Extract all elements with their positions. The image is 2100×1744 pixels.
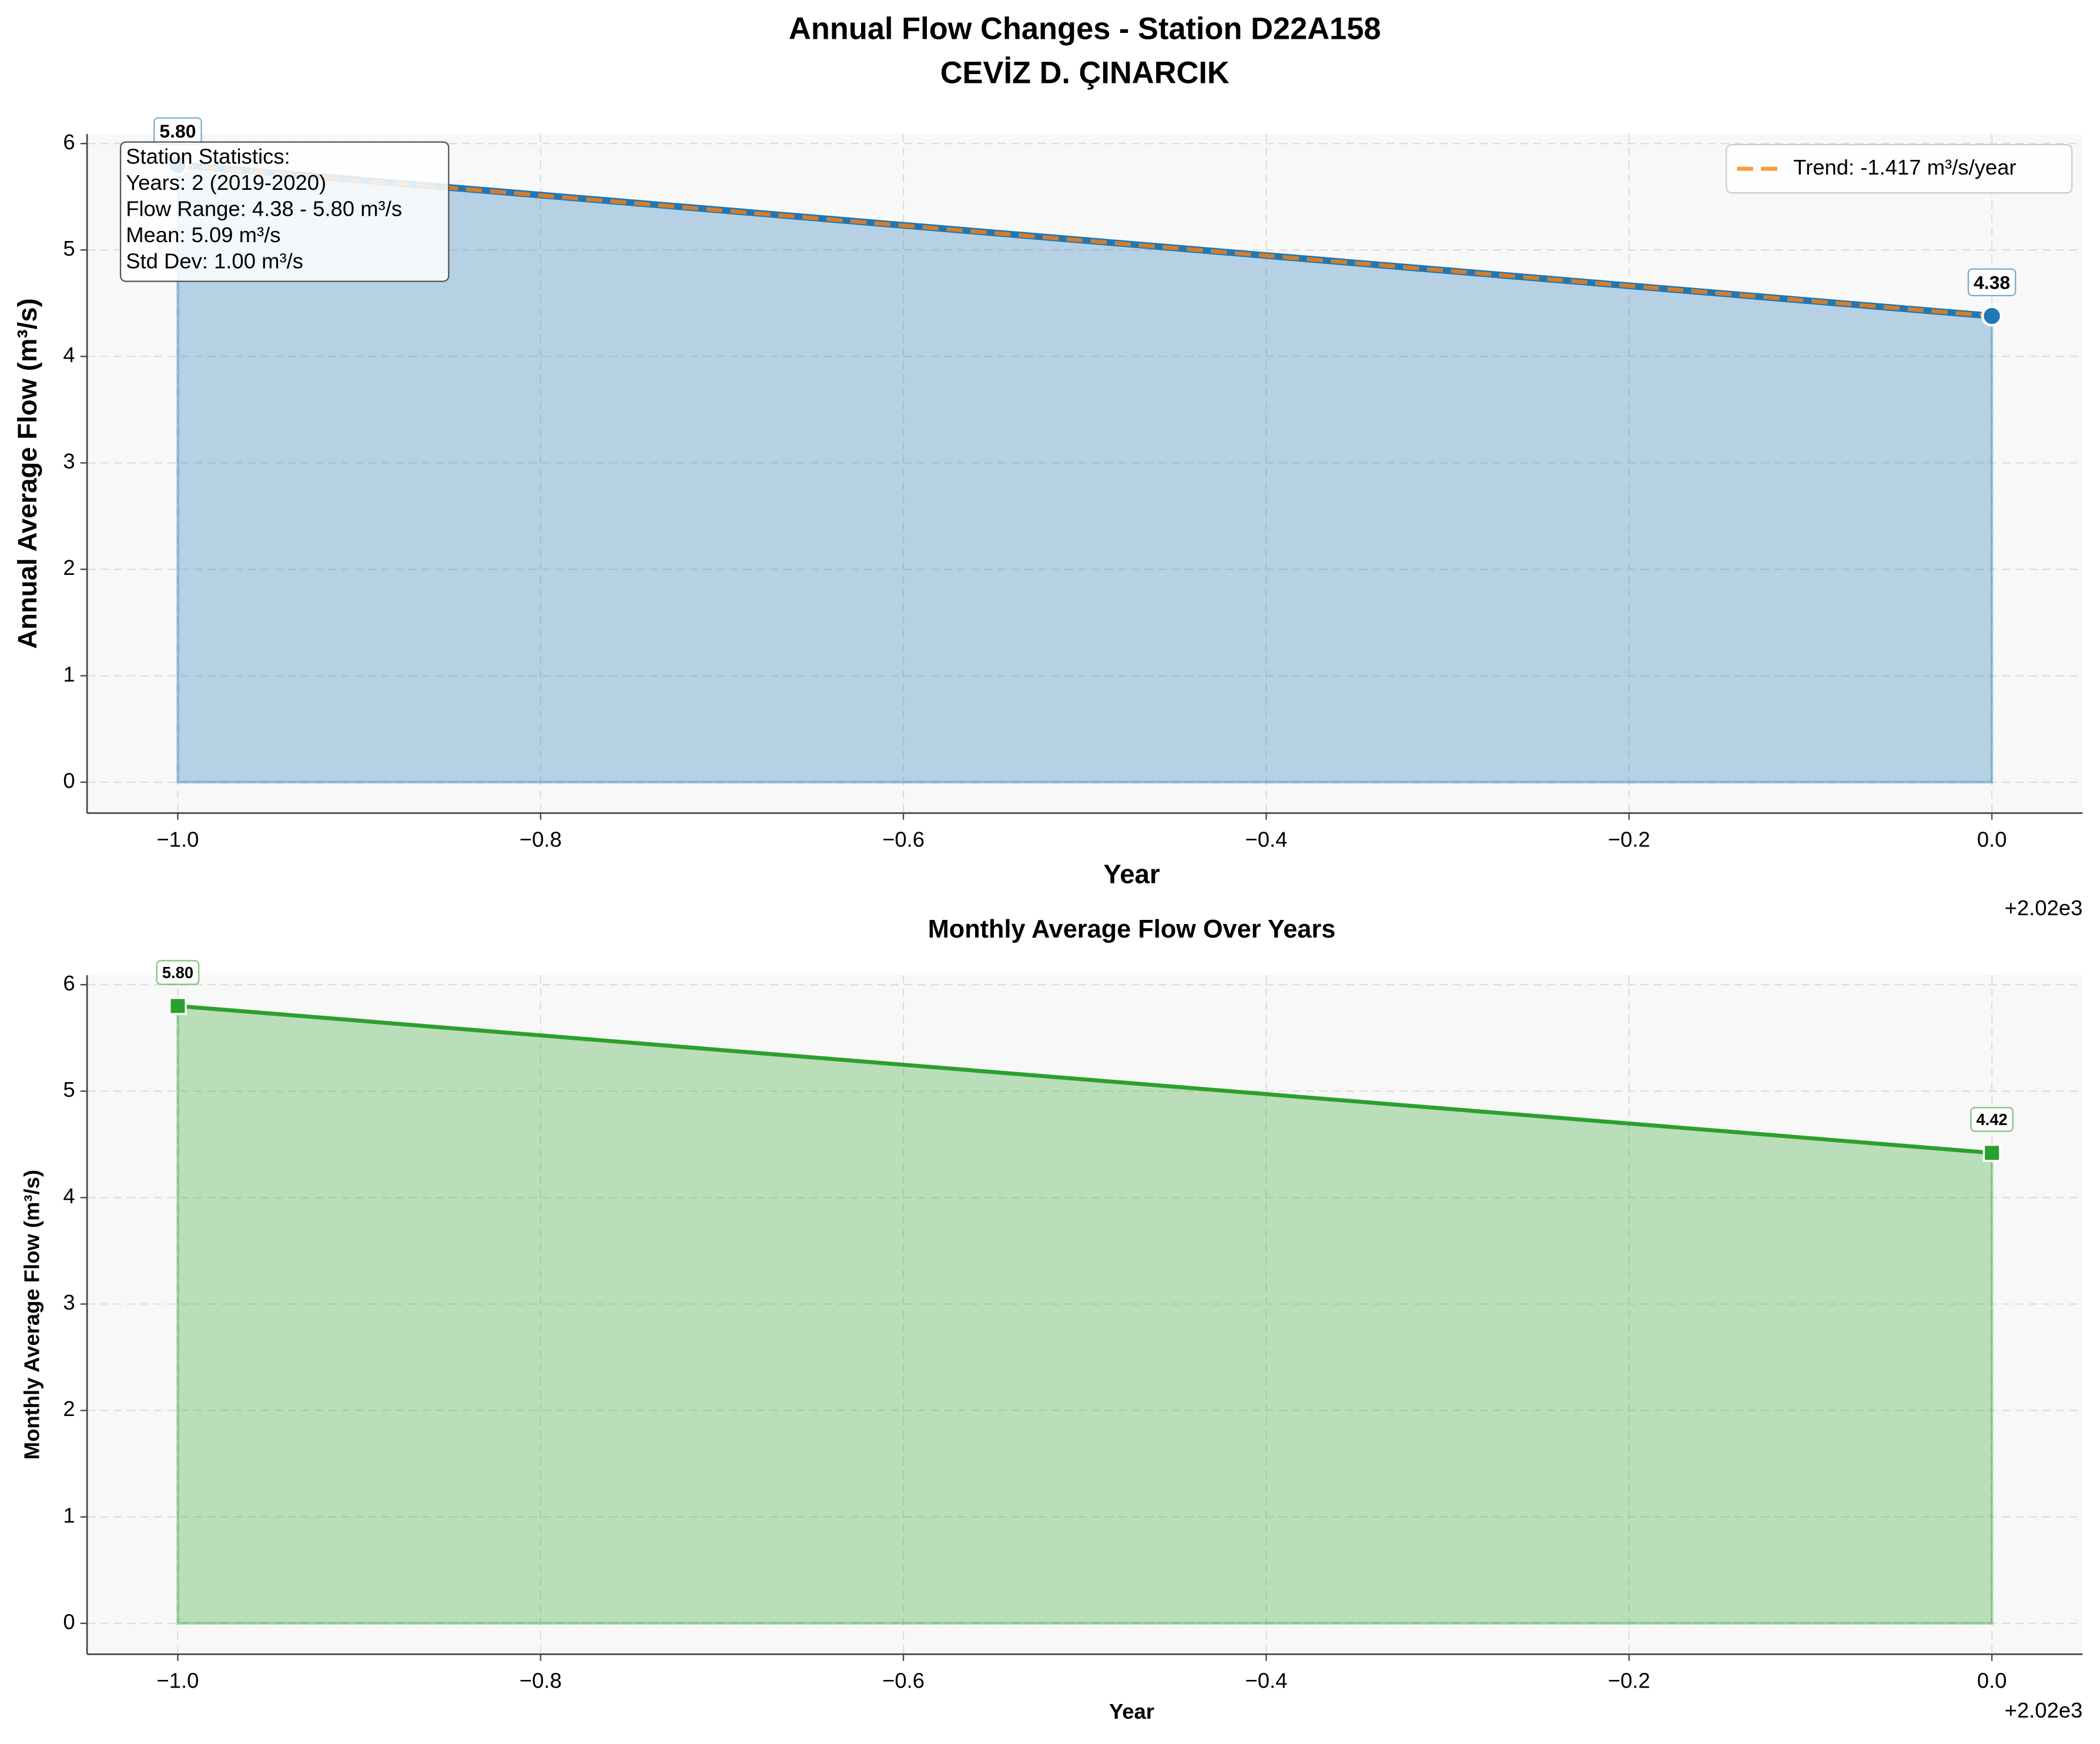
x-tick-label: −0.8 bbox=[520, 828, 562, 852]
x-axis-label: Year bbox=[1103, 859, 1160, 889]
x-axis-label: Year bbox=[1109, 1699, 1154, 1723]
value-label: 5.80 bbox=[159, 120, 196, 142]
x-tick-label: −0.4 bbox=[1245, 828, 1287, 852]
marker bbox=[1981, 305, 2003, 327]
x-tick-label: 0.0 bbox=[1977, 1669, 2007, 1693]
x-tick-label: −0.4 bbox=[1245, 1669, 1287, 1693]
x-offset-label: +2.02e3 bbox=[2005, 1698, 2083, 1722]
y-tick-label: 3 bbox=[63, 1290, 75, 1314]
chart-title: Monthly Average Flow Over Years bbox=[928, 915, 1336, 943]
marker bbox=[169, 997, 187, 1015]
value-label-box bbox=[1970, 1107, 2014, 1132]
figure-title: Annual Flow Changes - Station D22A158 bbox=[789, 12, 1381, 46]
y-tick-label: 6 bbox=[63, 971, 75, 995]
y-tick-label: 4 bbox=[63, 1184, 75, 1208]
y-tick-label: 1 bbox=[63, 662, 75, 686]
y-tick-label: 0 bbox=[63, 1609, 75, 1633]
plot-background bbox=[87, 975, 2083, 1655]
stats-text: Years: 2 (2019-2020) bbox=[126, 170, 326, 195]
value-label: 4.42 bbox=[1976, 1110, 2007, 1129]
legend-label: Trend: -1.417 m³/s/year bbox=[1793, 155, 2016, 179]
x-tick-label: −0.2 bbox=[1608, 1669, 1650, 1693]
x-offset-label: +2.02e3 bbox=[2005, 896, 2083, 920]
y-tick-label: 5 bbox=[63, 1077, 75, 1102]
x-tick-label: 0.0 bbox=[1977, 828, 2007, 852]
y-tick-label: 2 bbox=[63, 1397, 75, 1421]
y-tick-label: 4 bbox=[63, 343, 75, 367]
value-label: 4.38 bbox=[1974, 272, 2010, 293]
x-tick-label: −1.0 bbox=[156, 828, 199, 852]
legend-box bbox=[1726, 144, 2073, 194]
y-tick-label: 5 bbox=[63, 236, 75, 260]
line bbox=[177, 1004, 1992, 1155]
x-tick-label: −1.0 bbox=[156, 1669, 199, 1693]
stats-text: Flow Range: 4.38 - 5.80 m³/s bbox=[126, 196, 402, 220]
figure-subtitle: CEVİZ D. ÇINARCIK bbox=[940, 56, 1230, 91]
marker bbox=[1982, 1143, 2001, 1162]
x-tick-label: −0.6 bbox=[882, 1669, 925, 1693]
stats-box bbox=[119, 141, 450, 282]
trend-line bbox=[177, 163, 1992, 318]
x-tick-label: −0.8 bbox=[520, 1669, 562, 1693]
y-axis-label: Monthly Average Flow (m³/s) bbox=[20, 1170, 44, 1460]
stats-text: Std Dev: 1.00 m³/s bbox=[126, 249, 303, 273]
y-tick-label: 1 bbox=[63, 1503, 75, 1527]
y-tick-label: 3 bbox=[63, 449, 75, 473]
x-tick-label: −0.2 bbox=[1608, 828, 1650, 852]
value-label-box bbox=[1967, 268, 2017, 297]
value-label: 5.80 bbox=[162, 963, 193, 982]
stats-text: Mean: 5.09 m³/s bbox=[126, 223, 280, 247]
y-axis-label: Annual Average Flow (m³/s) bbox=[12, 298, 42, 649]
value-label-box bbox=[156, 960, 200, 985]
y-tick-label: 0 bbox=[63, 768, 75, 792]
y-tick-label: 6 bbox=[63, 130, 75, 154]
stats-text: Station Statistics: bbox=[126, 145, 290, 169]
x-tick-label: −0.6 bbox=[882, 828, 925, 852]
y-tick-label: 2 bbox=[63, 555, 75, 580]
